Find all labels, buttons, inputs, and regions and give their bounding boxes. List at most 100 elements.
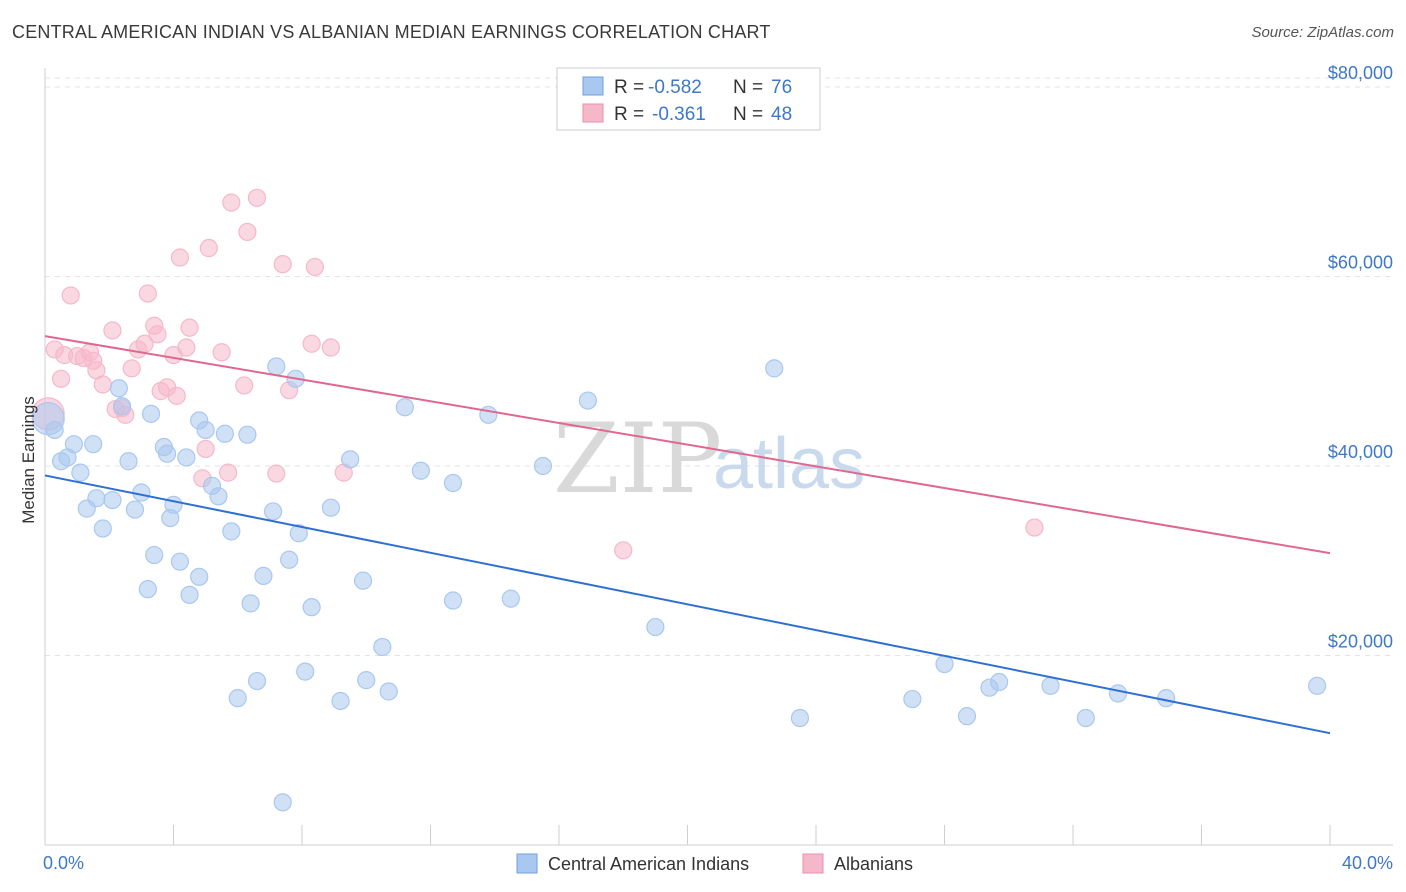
point-central-american-indian [790, 708, 810, 728]
legend-n-label-2: N = [733, 104, 763, 125]
point-central-american-indian [145, 545, 164, 565]
point-central-american-indian [443, 473, 463, 493]
source-credit: Source: ZipAtlas.com [1251, 24, 1394, 41]
point-albanian [170, 248, 190, 267]
y-tick-label: $60,000 [1328, 252, 1393, 272]
point-central-american-indian [93, 519, 112, 538]
point-albanian [177, 338, 196, 357]
point-albanian [196, 439, 215, 459]
point-central-american-indian [273, 793, 292, 812]
point-central-american-indian [302, 598, 321, 617]
point-albanian [199, 238, 218, 258]
y-tick-label: $40,000 [1328, 442, 1393, 462]
legend-r-label-2: R = [614, 104, 644, 125]
point-central-american-indian [765, 359, 784, 378]
point-central-american-indian [990, 672, 1009, 692]
legend-swatch-pink [582, 103, 604, 123]
legend-swatch-blue [582, 76, 604, 96]
y-tick-label: $20,000 [1328, 631, 1393, 651]
point-albanian [103, 321, 122, 340]
point-albanian [212, 343, 231, 362]
legend-r-label-1: R = [614, 77, 644, 98]
point-central-american-indian [170, 552, 190, 571]
point-central-american-indian [215, 424, 234, 443]
point-central-american-indian [164, 495, 183, 514]
y-tick-labels: $20,000 $40,000 $60,000 $80,000 [1328, 63, 1393, 652]
point-albanian [273, 255, 292, 274]
point-central-american-indian [411, 461, 430, 480]
point-central-american-indian [87, 489, 106, 508]
watermark: ZIP atlas [553, 403, 865, 515]
point-central-american-indian [1108, 684, 1128, 703]
series-legend-swatch-blue [516, 853, 538, 874]
point-central-american-indian [228, 689, 247, 708]
point-central-american-indian [157, 444, 177, 463]
series-legend: Central American Indians Albanians [516, 853, 913, 874]
point-central-american-indian [1041, 676, 1060, 695]
point-central-american-indian [196, 420, 215, 440]
point-central-american-indian [353, 571, 373, 590]
point-central-american-indian [395, 398, 414, 417]
legend-n-value-2: 48 [771, 104, 792, 125]
point-central-american-indian [341, 450, 360, 469]
point-central-american-indian [443, 591, 463, 610]
point-central-american-indian [321, 498, 341, 517]
point-central-american-indian [241, 594, 260, 613]
data-points [31, 188, 1327, 812]
series-legend-label-blue: Central American Indians [548, 854, 749, 874]
point-albanian [238, 222, 257, 242]
point-central-american-indian [64, 435, 84, 454]
point-central-american-indian [45, 420, 64, 440]
chart-title: CENTRAL AMERICAN INDIAN VS ALBANIAN MEDI… [12, 22, 771, 42]
point-central-american-indian [903, 689, 922, 709]
point-central-american-indian [112, 397, 132, 416]
y-axis-label: Median Earnings [19, 396, 38, 524]
point-albanian [305, 257, 324, 277]
point-central-american-indian [138, 580, 157, 599]
point-albanian [321, 338, 341, 357]
point-central-american-indian [109, 379, 128, 398]
point-central-american-indian [222, 522, 241, 541]
trend-lines [44, 335, 1331, 735]
point-central-american-indian [957, 707, 977, 726]
point-albanian [148, 325, 167, 344]
point-albanian [138, 284, 157, 303]
watermark-zip: ZIP [553, 403, 722, 515]
point-central-american-indian [238, 425, 257, 444]
point-central-american-indian [84, 435, 103, 454]
trend-line-albanians [44, 335, 1331, 555]
point-central-american-indian [379, 682, 398, 701]
legend-r-value-2: -0.361 [652, 104, 706, 125]
point-central-american-indian [357, 671, 376, 690]
point-albanian [1025, 518, 1044, 537]
point-albanian [267, 464, 286, 483]
x-tick-label-max: 40.0% [1342, 853, 1393, 873]
point-central-american-indian [646, 617, 665, 637]
point-albanian [219, 463, 238, 482]
point-albanian [122, 359, 141, 378]
point-albanian [222, 193, 241, 212]
point-central-american-indian [254, 566, 273, 585]
point-central-american-indian [578, 391, 598, 410]
legend-n-label-1: N = [733, 77, 763, 98]
point-central-american-indian [247, 671, 267, 691]
point-central-american-indian [331, 691, 350, 711]
point-central-american-indian [119, 452, 138, 471]
point-central-american-indian [71, 463, 90, 482]
trend-line-central-american-indians [44, 474, 1331, 735]
point-albanian [180, 318, 199, 337]
point-central-american-indian [1076, 708, 1095, 728]
point-albanian [235, 376, 254, 395]
point-albanian [167, 386, 186, 405]
point-central-american-indian [180, 585, 199, 604]
point-central-american-indian [296, 662, 315, 681]
series-legend-swatch-pink [802, 853, 824, 874]
point-central-american-indian [373, 637, 392, 657]
legend-n-value-1: 76 [771, 77, 792, 98]
point-central-american-indian [125, 500, 145, 519]
point-central-american-indian [132, 483, 151, 502]
y-tick-label: $80,000 [1328, 63, 1393, 83]
point-central-american-indian [501, 589, 520, 608]
point-central-american-indian [267, 357, 286, 376]
